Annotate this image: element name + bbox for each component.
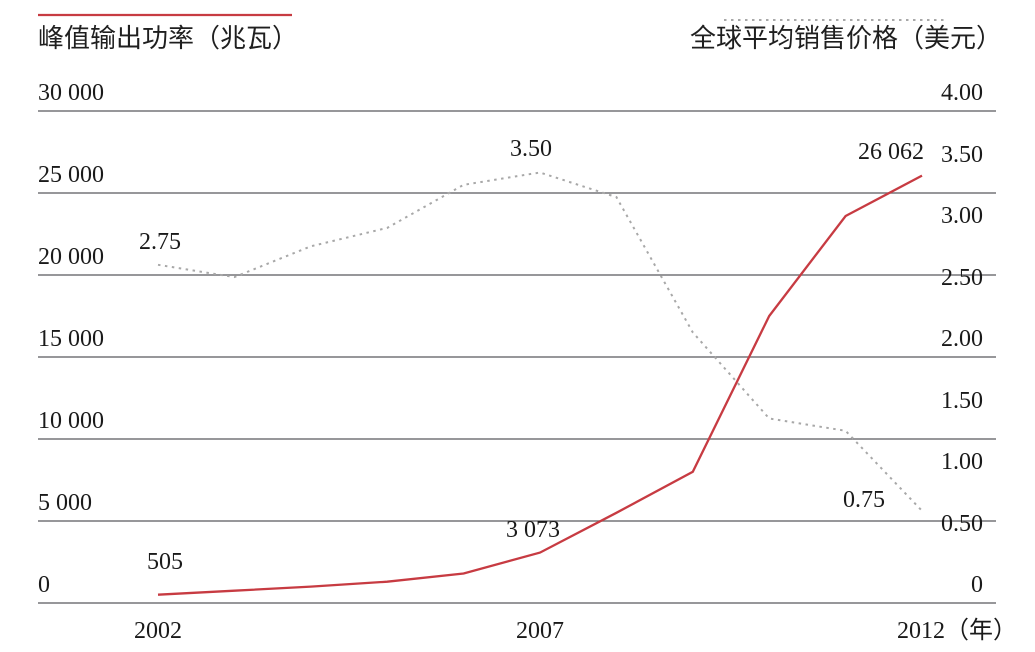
data-point-label: 2.75 — [139, 228, 181, 255]
x-axis-tick-label: 2012（年） — [897, 618, 1017, 644]
right-axis-tick-label: 1.00 — [941, 449, 983, 475]
left-axis-tick-label: 10 000 — [38, 408, 104, 434]
right-axis-tick-label: 3.00 — [941, 203, 983, 229]
data-point-label: 505 — [147, 548, 183, 575]
left-axis-tick-label: 15 000 — [38, 326, 104, 352]
right-axis-tick-label: 3.50 — [941, 141, 983, 168]
power-line — [157, 174, 923, 596]
legend-price-label: 全球平均销售价格（美元） — [689, 24, 1002, 53]
left-axis-tick-label: 0 — [38, 572, 50, 598]
price-line — [157, 171, 923, 512]
right-axis-tick-label: 2.50 — [941, 264, 983, 291]
left-axis-tick-label: 25 000 — [38, 162, 104, 188]
left-axis-tick-label: 20 000 — [38, 244, 104, 270]
data-point-label: 3.50 — [510, 135, 552, 162]
right-axis-tick-label: 0 — [971, 572, 983, 598]
legend-power-label: 峰值输出功率（兆瓦） — [38, 24, 299, 53]
left-axis-tick-label: 30 000 — [38, 80, 104, 106]
right-axis-tick-label: 1.50 — [941, 387, 983, 414]
data-point-label: 26 062 — [858, 138, 924, 165]
left-axis-tick-label: 5 000 — [38, 490, 92, 516]
x-axis-tick-label: 2007 — [516, 618, 564, 644]
x-axis-tick-label: 2002 — [134, 618, 182, 644]
data-point-label: 3 073 — [506, 516, 560, 543]
data-point-label: 0.75 — [843, 486, 885, 513]
right-axis-tick-label: 0.50 — [941, 510, 983, 537]
right-axis-tick-label: 4.00 — [941, 80, 983, 106]
right-axis-tick-label: 2.00 — [941, 326, 983, 352]
